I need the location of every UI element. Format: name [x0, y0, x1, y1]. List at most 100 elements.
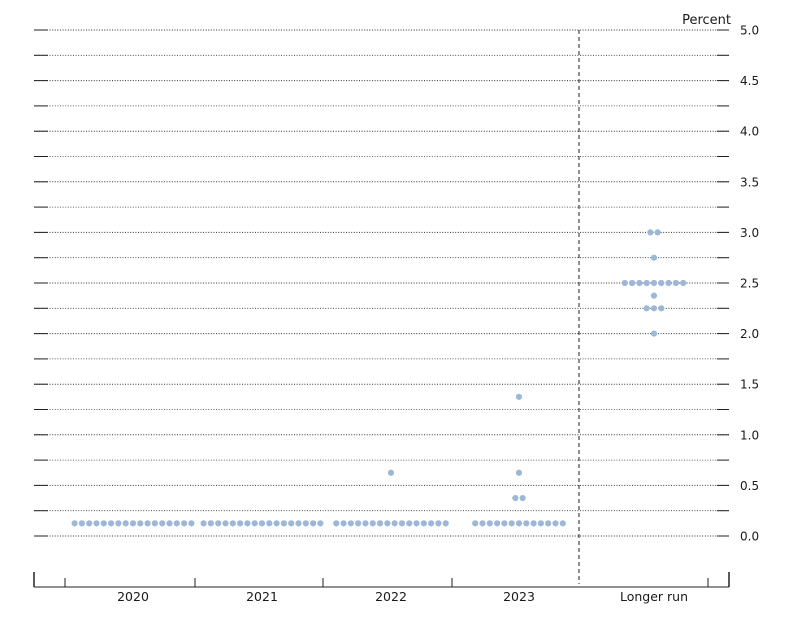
data-dot — [310, 520, 317, 527]
y-tick-label: 2.0 — [740, 327, 759, 341]
data-dot — [108, 520, 115, 527]
data-dot — [519, 494, 526, 502]
data-dot — [406, 520, 413, 527]
y-tick-label: 5.0 — [740, 24, 759, 38]
data-dot — [523, 520, 530, 527]
data-dots — [71, 229, 687, 527]
data-dot — [512, 494, 519, 502]
data-dot — [173, 520, 180, 527]
data-dot — [78, 520, 85, 527]
data-dot — [494, 520, 501, 527]
data-dot — [251, 520, 258, 527]
data-dot — [355, 520, 362, 527]
data-dot — [650, 305, 658, 312]
y-tick-label: 3.5 — [740, 175, 759, 189]
x-tick-label: 2022 — [375, 589, 407, 604]
data-dot — [545, 520, 552, 527]
data-dot — [229, 520, 236, 527]
data-dot — [71, 520, 78, 527]
data-dot — [333, 520, 340, 527]
data-dot — [340, 520, 347, 527]
data-dot — [486, 520, 493, 527]
data-dot — [129, 520, 137, 527]
data-dot — [650, 254, 658, 261]
data-dot — [629, 279, 636, 287]
data-dot — [188, 520, 195, 527]
data-dot — [115, 520, 122, 527]
data-dot — [317, 520, 324, 527]
data-dot — [647, 229, 654, 236]
data-dot — [650, 330, 658, 337]
gridlines — [34, 29, 729, 537]
data-dot — [295, 520, 302, 527]
data-dot — [636, 279, 643, 287]
data-dot — [237, 520, 244, 527]
data-dot — [266, 520, 273, 527]
data-dot — [654, 229, 661, 236]
data-dot — [537, 520, 545, 527]
data-dot — [100, 520, 107, 527]
y-tick-label: 1.0 — [740, 428, 759, 442]
data-dot — [428, 520, 435, 527]
data-dot — [658, 279, 665, 287]
data-dot — [384, 520, 391, 527]
data-dot — [362, 520, 369, 527]
data-dot — [122, 520, 129, 527]
x-tick-label: Longer run — [620, 589, 688, 604]
data-dot — [658, 305, 665, 312]
data-dot — [501, 520, 508, 527]
data-dot — [369, 520, 376, 527]
data-dot — [479, 520, 486, 527]
data-dot — [413, 520, 420, 527]
data-dot — [137, 520, 144, 527]
y-tick-label: 4.5 — [740, 74, 759, 88]
data-dot — [515, 520, 523, 527]
x-tick-label: 2020 — [117, 589, 149, 604]
data-dot — [665, 279, 672, 287]
axes: 0.0 0.5 1.0 1.5 2.0 2.5 3.0 3.5 4.0 4.5 5.0 2020 202… — [33, 24, 759, 604]
data-dot — [398, 520, 406, 527]
data-dot — [435, 520, 442, 527]
data-dot — [166, 520, 173, 527]
data-dot — [244, 520, 251, 527]
data-dot — [515, 393, 523, 400]
x-tick-label: 2021 — [246, 589, 278, 604]
data-dot — [215, 520, 222, 527]
data-dot — [302, 520, 309, 527]
data-dot — [288, 520, 295, 527]
data-dot — [387, 469, 395, 476]
data-dot — [280, 520, 287, 527]
data-dot — [442, 520, 449, 527]
data-dot — [621, 279, 628, 287]
data-dot — [347, 520, 354, 527]
data-dot — [144, 520, 151, 527]
data-dot — [376, 520, 384, 527]
data-dot — [680, 279, 687, 287]
data-dot — [508, 520, 515, 527]
y-tick-label: 2.5 — [740, 277, 759, 291]
data-dot — [86, 520, 93, 527]
data-dot — [151, 520, 158, 527]
data-dot — [93, 520, 100, 527]
data-dot — [650, 279, 658, 287]
y-tick-label: 1.5 — [740, 378, 759, 392]
data-dot — [273, 520, 280, 527]
data-dot — [420, 520, 427, 527]
data-dot — [650, 292, 658, 299]
data-dot — [200, 520, 207, 527]
y-tick-label: 0.0 — [740, 530, 759, 544]
y-tick-label: 4.0 — [740, 125, 759, 139]
data-dot — [159, 520, 166, 527]
unit-label: Percent — [682, 13, 731, 28]
data-dot — [258, 520, 266, 527]
data-dot — [552, 520, 559, 527]
x-tick-label: 2023 — [503, 589, 535, 604]
data-dot — [530, 520, 537, 527]
data-dot — [515, 469, 523, 476]
data-dot — [181, 520, 188, 527]
data-dot — [391, 520, 398, 527]
data-dot — [222, 520, 229, 527]
y-tick-label: 0.5 — [740, 479, 759, 493]
data-dot — [643, 279, 650, 287]
